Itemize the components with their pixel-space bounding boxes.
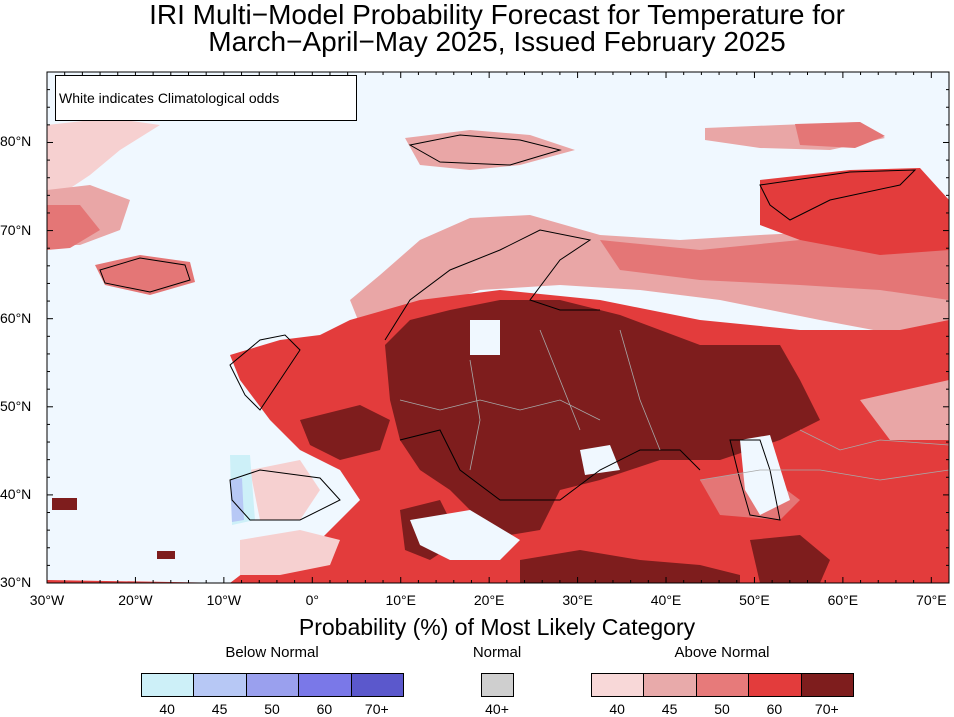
lat-label: 30°N — [0, 574, 32, 590]
legend-swatch — [141, 673, 195, 697]
lat-label: 60°N — [0, 309, 32, 326]
climatology-note: White indicates Climatological odds — [55, 75, 357, 121]
legend-swatch — [643, 673, 697, 697]
legend-swatch-label: 70+ — [814, 701, 839, 717]
legend-swatch-label: 50 — [714, 701, 730, 717]
above-normal-50-region — [600, 240, 949, 300]
map-frame — [46, 71, 950, 584]
above-normal-45-region — [860, 380, 949, 440]
lon-label: 10°E — [385, 592, 416, 608]
lon-label: 40°E — [650, 592, 682, 608]
legend-swatch-label: 45 — [661, 701, 678, 717]
lat-label: 40°N — [0, 485, 32, 502]
legend-swatch — [481, 673, 514, 697]
legend-swatch — [193, 673, 247, 697]
legend-swatch-label: 70+ — [364, 701, 389, 717]
climatological-region — [410, 510, 520, 560]
above-normal-70-region — [750, 535, 830, 583]
lat-label: 80°N — [0, 133, 32, 150]
legend-swatch-label: 60 — [316, 701, 333, 717]
above-normal-50-region — [47, 205, 100, 250]
below-normal-45-region — [230, 478, 244, 522]
above-normal-40-region — [240, 530, 340, 575]
above-normal-70-region — [157, 551, 175, 559]
above-normal-40-region — [250, 460, 320, 520]
legend-swatch-label: 50 — [264, 701, 280, 717]
lat-label: 50°N — [0, 397, 32, 414]
legend-category-label: Below Normal — [225, 644, 319, 661]
title-line-2: March−April−May 2025, Issued February 20… — [208, 26, 786, 57]
country-borders — [399, 329, 949, 481]
above-normal-60-region — [760, 168, 949, 255]
legend-swatch — [800, 673, 854, 697]
legend-swatch-label: 40 — [609, 701, 625, 717]
legend-swatch — [695, 673, 750, 697]
lon-label: 60°E — [827, 592, 859, 608]
above-normal-45-region — [405, 130, 575, 170]
coastlines — [99, 134, 917, 521]
climatological-region — [740, 435, 790, 515]
title-line-1: IRI Multi−Model Probability Forecast for… — [149, 0, 845, 30]
legend-category-label: Normal — [472, 644, 522, 661]
above-normal-70-region — [52, 498, 77, 510]
legend-swatch — [350, 673, 404, 697]
lon-label: 50°E — [739, 592, 770, 608]
legend-category-label: Above Normal — [674, 644, 770, 661]
legend-swatch — [748, 673, 802, 697]
legend-title: Probability (%) of Most Likely Category — [298, 614, 696, 640]
above-normal-40-region — [47, 118, 160, 200]
lon-label: 10°W — [206, 592, 242, 608]
lon-label: 30°W — [29, 592, 65, 608]
legend-swatch-label: 40 — [159, 701, 175, 717]
lon-label: 20°W — [118, 592, 153, 608]
lon-label: 70°E — [916, 592, 947, 608]
probability-field — [47, 118, 949, 583]
climatological-region — [470, 320, 500, 355]
lon-label: 30°E — [562, 592, 593, 608]
above-normal-70-region — [385, 300, 820, 535]
legend-swatch-label: 60 — [766, 701, 783, 717]
legend-swatch — [591, 673, 645, 697]
lat-label: 70°N — [0, 221, 32, 238]
above-normal-50-region — [95, 255, 195, 295]
legend-swatch-label: 40+ — [485, 701, 509, 717]
axis-ticks — [46, 71, 949, 584]
above-normal-70-region — [300, 405, 390, 460]
lon-label: 20°E — [473, 592, 505, 608]
lon-label: 0° — [305, 592, 319, 608]
above-normal-50-region — [795, 122, 885, 148]
legend-swatch — [245, 673, 300, 697]
legend-swatch-label: 45 — [211, 701, 228, 717]
legend-swatch — [298, 673, 352, 697]
above-normal-70-region — [520, 550, 740, 583]
climatological-region — [580, 445, 620, 475]
